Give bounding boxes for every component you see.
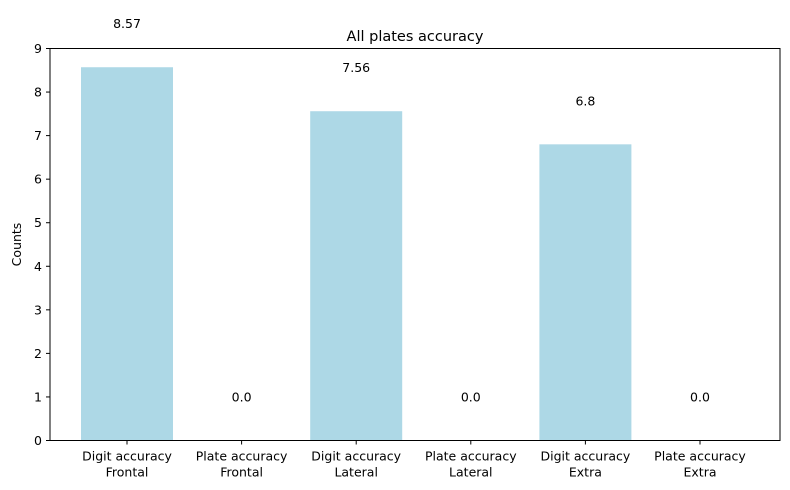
plot-frame xyxy=(49,48,781,441)
data-label-4: 6.8 xyxy=(575,93,595,108)
y-tick-label-7: 7 xyxy=(34,128,42,143)
bar-2 xyxy=(310,111,403,441)
y-tick-label-3: 3 xyxy=(34,302,42,317)
y-tick-label-2: 2 xyxy=(34,346,42,361)
y-tick-label-9: 9 xyxy=(34,41,42,56)
y-tick-label-0: 0 xyxy=(34,433,42,448)
bar-0 xyxy=(81,67,173,441)
x-tick-label-4: Digit accuracy Extra xyxy=(541,449,631,480)
x-axis: Digit accuracy Frontal Plate accuracy Front… xyxy=(82,440,746,480)
bars xyxy=(81,67,632,441)
data-label-1: 0.0 xyxy=(232,389,252,404)
x-tick-label-0: Digit accuracy Frontal xyxy=(82,449,172,480)
y-tick-label-5: 5 xyxy=(34,215,42,230)
bar-4 xyxy=(539,144,632,441)
y-tick-label-4: 4 xyxy=(34,259,42,274)
x-tick-label-5: Plate accuracy Extra xyxy=(654,449,746,480)
data-label-0: 8.57 xyxy=(113,16,141,31)
y-tick-label-1: 1 xyxy=(34,389,42,404)
y-tick-label-8: 8 xyxy=(34,85,42,100)
y-tick-label-6: 6 xyxy=(34,172,42,187)
data-label-2: 7.56 xyxy=(342,60,370,75)
y-axis-label: Counts xyxy=(9,223,24,267)
y-axis: 0 1 2 3 4 5 6 7 8 9 xyxy=(34,41,50,448)
data-label-5: 0.0 xyxy=(690,389,710,404)
chart-title: All plates accuracy xyxy=(347,29,484,45)
x-tick-label-3: Plate accuracy Lateral xyxy=(425,449,517,480)
data-labels: 8.57 0.0 7.56 0.0 6.8 0.0 xyxy=(113,16,710,404)
x-tick-label-1: Plate accuracy Frontal xyxy=(196,449,288,480)
data-label-3: 0.0 xyxy=(461,389,481,404)
x-tick-label-2: Digit accuracy Lateral xyxy=(311,449,401,480)
